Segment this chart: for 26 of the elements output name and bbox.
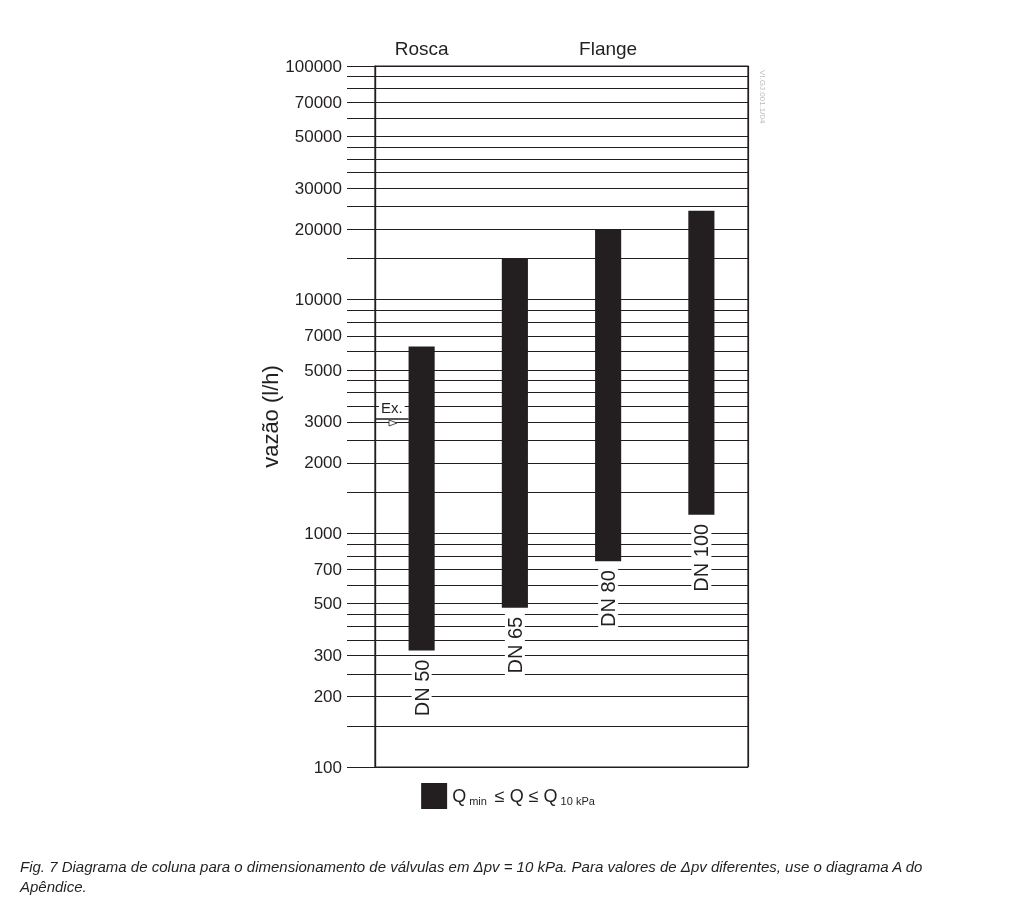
y-tick-label: 2000 bbox=[304, 453, 342, 473]
y-axis-title: vazão (l/h) bbox=[257, 365, 283, 468]
y-tick-label: 700 bbox=[313, 560, 342, 580]
y-tick-label: 100000 bbox=[285, 56, 342, 76]
y-tick-label: 10000 bbox=[294, 290, 342, 310]
y-tick-label: 1000 bbox=[304, 523, 342, 543]
y-tick-label: 100 bbox=[313, 757, 342, 777]
y-tick-label: 70000 bbox=[294, 92, 342, 112]
x-tick-label: DN 80 bbox=[597, 570, 620, 627]
x-tick-label: DN 65 bbox=[503, 616, 526, 674]
x-tick-label: DN 100 bbox=[690, 523, 713, 592]
y-tick-label: 20000 bbox=[294, 219, 342, 239]
caption: Fig. 7 Diagrama de coluna para o dimensionamento de válvulas em Δpv = 10 kPa. Para valores de Δpv diferentes, use o diagrama A do Apêndice. bbox=[19, 857, 927, 895]
x-tick-label: DN 50 bbox=[410, 659, 433, 717]
annotation: Ex. bbox=[381, 399, 403, 417]
text: Rosca bbox=[394, 38, 449, 59]
text: VI.GJ.001.1/04 bbox=[757, 70, 767, 124]
y-tick-label: 50000 bbox=[294, 126, 342, 146]
y-tick-label: 30000 bbox=[294, 178, 342, 198]
text: Flange bbox=[579, 38, 638, 59]
y-tick-label: 3000 bbox=[304, 412, 342, 432]
y-tick-label: 500 bbox=[313, 594, 342, 614]
y-tick-label: 7000 bbox=[304, 326, 342, 346]
y-tick-label: 200 bbox=[313, 687, 342, 707]
y-tick-label: 300 bbox=[313, 646, 342, 666]
y-tick-label: 5000 bbox=[304, 360, 342, 380]
